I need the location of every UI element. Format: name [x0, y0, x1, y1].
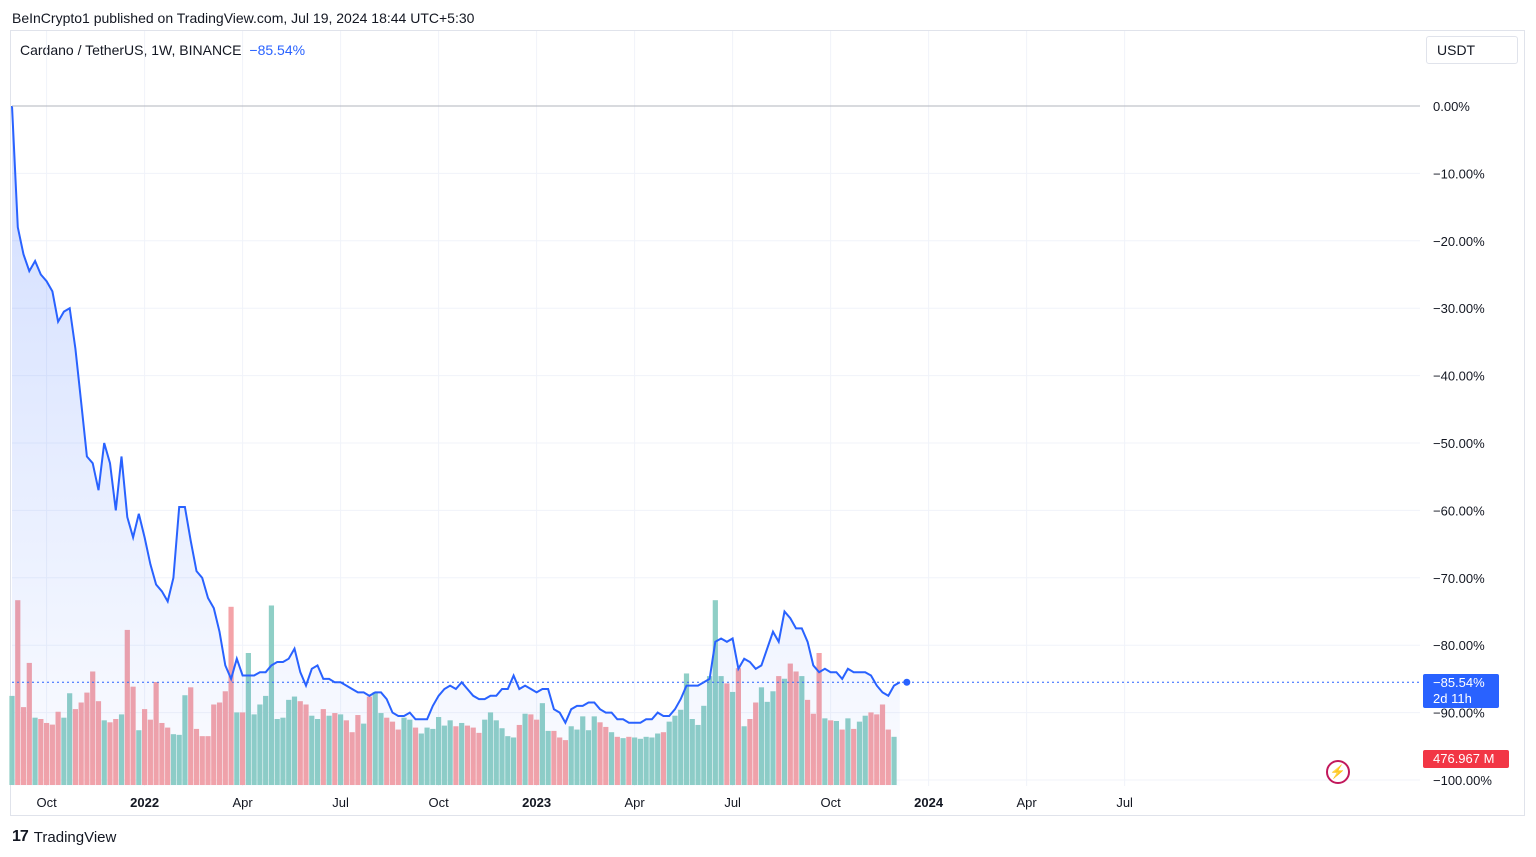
x-tick-label: 2024 [914, 795, 944, 810]
y-tick-label: 0.00% [1433, 99, 1470, 114]
y-tick-label: −80.00% [1433, 638, 1485, 653]
footer-brand-text: TradingView [33, 828, 117, 846]
symbol-title: Cardano / TetherUS, 1W, BINANCE [20, 42, 242, 58]
y-tick-label: −70.00% [1433, 571, 1485, 586]
last-price-value: −85.54% [1433, 675, 1485, 690]
footer-brand[interactable]: 17 TradingView [12, 828, 116, 846]
tradingview-logo-icon: 17 [12, 828, 29, 845]
volume-tag: 476.967 M [1423, 750, 1509, 768]
y-tick-label: −30.00% [1433, 301, 1485, 316]
currency-button[interactable]: USDT [1426, 36, 1518, 64]
price-line [11, 105, 901, 725]
last-value-dot [903, 678, 911, 686]
bar-countdown: 2d 11h [1433, 691, 1472, 706]
chart-frame [10, 30, 1525, 816]
y-tick-label: −90.00% [1433, 706, 1485, 721]
x-tick-label: 2023 [522, 795, 551, 810]
lightning-icon[interactable]: ⚡ [1326, 760, 1350, 784]
y-tick-label: −100.00% [1433, 773, 1492, 788]
x-axis: Oct 2022 Apr Jul Oct 2023 Apr Jul Oct 2024 Apr Jul [36, 795, 1133, 810]
x-tick-label: Oct [821, 795, 842, 810]
y-tick-label: −20.00% [1433, 234, 1485, 249]
x-tick-label: Jul [332, 795, 349, 810]
x-tick-label: Jul [724, 795, 741, 810]
y-axis: 0.00% −10.00% −20.00% −30.00% −40.00% −50.00%… [1433, 99, 1492, 788]
symbol-change: −85.54% [249, 42, 306, 58]
x-tick-label: Jul [1116, 795, 1133, 810]
x-tick-label: Apr [625, 795, 646, 810]
y-tick-label: −10.00% [1433, 166, 1485, 181]
x-tick-label: 2022 [130, 795, 159, 810]
y-tick-label: −40.00% [1433, 369, 1485, 384]
y-tick-label: −60.00% [1433, 503, 1485, 518]
x-tick-label: Oct [36, 795, 57, 810]
x-tick-label: Oct [428, 795, 449, 810]
published-info: BeInCrypto1 published on TradingView.com… [12, 10, 475, 26]
y-tick-label: −50.00% [1433, 436, 1485, 451]
symbol-legend[interactable]: Cardano / TetherUS, 1W, BINANCE −85.54% [20, 42, 305, 58]
x-tick-label: Apr [232, 795, 253, 810]
price-area-fill [12, 106, 900, 786]
x-tick-label: Apr [1017, 795, 1038, 810]
last-price-tag: −85.54% 2d 11h [1423, 674, 1499, 708]
